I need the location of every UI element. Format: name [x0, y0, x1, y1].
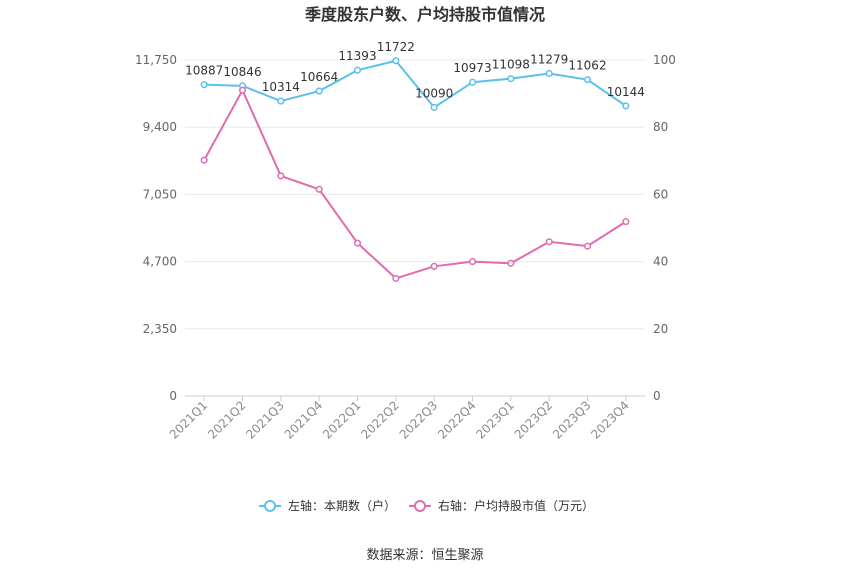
- right-tick-label: 20: [653, 322, 668, 336]
- x-tick-label: 2023Q4: [588, 398, 632, 442]
- data-point: [238, 86, 247, 94]
- legend-label: 左轴：本期数（户）: [288, 498, 396, 513]
- data-point: [430, 103, 438, 112]
- data-label: 10973: [453, 61, 491, 75]
- x-tick-label: 2022Q3: [397, 398, 441, 442]
- legend[interactable]: 左轴：本期数（户） 右轴：户均持股市值（万元）: [259, 498, 594, 513]
- data-point: [468, 78, 477, 86]
- legend-marker: [264, 500, 276, 512]
- data-label: 10664: [300, 70, 338, 84]
- left-tick-label: 11,750: [135, 53, 177, 67]
- data-label: 11062: [568, 59, 606, 73]
- x-axis: 2021Q12021Q22021Q32021Q42022Q12022Q22022…: [167, 396, 632, 442]
- x-tick-label: 2023Q1: [473, 398, 517, 442]
- data-label: 11722: [377, 40, 415, 54]
- data-label: 11279: [530, 52, 568, 66]
- data-point: [353, 66, 362, 74]
- data-point: [622, 102, 630, 110]
- data-point: [392, 274, 400, 282]
- data-label: 10314: [262, 80, 300, 94]
- left-tick-label: 4,700: [143, 255, 177, 269]
- data-point: [507, 75, 515, 83]
- x-tick-label: 2023Q3: [550, 398, 594, 442]
- data-point: [430, 262, 438, 270]
- data-point: [545, 69, 553, 78]
- right-tick-label: 40: [653, 255, 668, 269]
- x-tick-label: 2021Q2: [205, 398, 249, 442]
- data-point: [315, 87, 323, 95]
- right-tick-label: 60: [653, 187, 668, 201]
- x-tick-label: 2022Q2: [358, 398, 402, 442]
- x-tick-label: 2022Q1: [320, 398, 364, 442]
- right-axis: 0 20 40 60 80 100: [653, 53, 676, 403]
- x-tick-label: 2021Q4: [282, 398, 326, 442]
- x-tick-label: 2022Q4: [435, 398, 479, 442]
- x-tick-label: 2021Q3: [243, 398, 287, 442]
- legend-marker: [414, 500, 426, 512]
- right-tick-label: 100: [653, 53, 676, 67]
- x-tick-label: 2021Q1: [167, 398, 211, 442]
- data-point: [200, 81, 208, 89]
- data-point: [315, 185, 323, 193]
- data-point: [392, 57, 400, 65]
- data-point: [622, 218, 630, 226]
- x-tick-label: 2023Q2: [512, 398, 556, 442]
- legend-label: 右轴：户均持股市值（万元）: [438, 498, 594, 513]
- left-axis: 0 2,350 4,700 7,050 9,400 11,750: [135, 53, 177, 403]
- left-tick-label: 7,050: [143, 187, 177, 201]
- data-point: [507, 259, 515, 267]
- right-tick-label: 0: [653, 389, 661, 403]
- left-tick-label: 0: [169, 389, 177, 403]
- data-point: [468, 258, 477, 266]
- data-label: 11098: [492, 58, 530, 72]
- series-line-2: [203, 87, 627, 280]
- series-line-1: [204, 59, 627, 109]
- data-label: 10887: [185, 64, 223, 78]
- chart-title: 季度股东户数、户均持股市值情况: [304, 5, 545, 24]
- grid: [185, 59, 645, 397]
- data-point: [545, 238, 553, 246]
- legend-item[interactable]: 左轴：本期数（户）: [259, 498, 396, 513]
- left-tick-label: 2,350: [143, 322, 177, 336]
- right-tick-label: 80: [653, 120, 668, 134]
- data-label: 11393: [338, 49, 376, 63]
- data-point: [277, 97, 285, 105]
- data-point: [583, 76, 592, 84]
- data-point: [200, 156, 208, 164]
- data-label: 10144: [607, 85, 645, 99]
- data-point: [353, 239, 362, 247]
- legend-item[interactable]: 右轴：户均持股市值（万元）: [409, 498, 594, 513]
- left-tick-label: 9,400: [143, 120, 177, 134]
- data-point: [277, 172, 285, 180]
- data-point: [583, 242, 592, 250]
- data-label: 10090: [415, 86, 453, 100]
- source-note: 数据来源：恒生聚源: [366, 548, 483, 563]
- data-label: 10846: [223, 65, 261, 79]
